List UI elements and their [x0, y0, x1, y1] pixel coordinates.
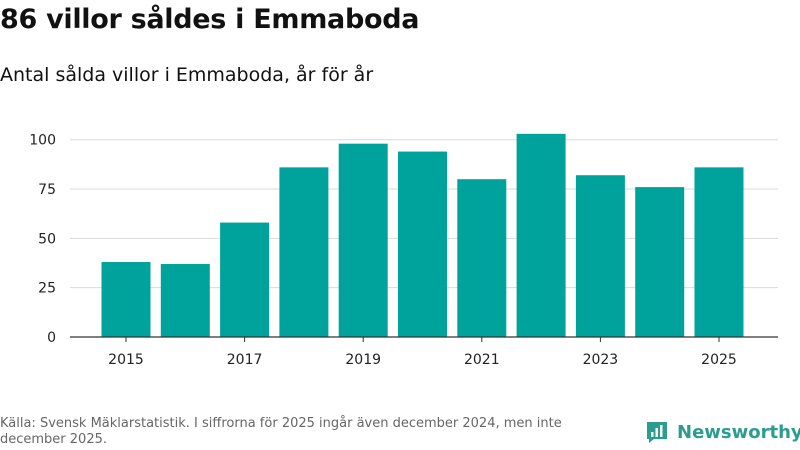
axes	[70, 336, 778, 342]
bar-2015	[101, 262, 151, 337]
source-note: Källa: Svensk Mäklarstatistik. I siffror…	[0, 416, 562, 447]
x-tick-label-2015: 2015	[108, 352, 144, 368]
x-tick-label-2017: 2017	[227, 352, 263, 368]
bar-2023	[575, 175, 625, 337]
tick-labels: 0 25 50 75 100 2015 2017 2019 2021 2023 2025	[29, 133, 737, 368]
chart-subtitle: Antal sålda villor i Emmaboda, år för år	[0, 64, 374, 86]
bar-chart-speech-bubble-icon	[647, 422, 667, 443]
bar-2019	[338, 143, 388, 337]
brand-name: Newsworthy	[677, 421, 800, 443]
y-tick-label-50: 50	[38, 231, 56, 247]
x-tick-label-2021: 2021	[464, 352, 500, 368]
x-tick-label-2019: 2019	[345, 352, 381, 368]
bar-2016	[160, 264, 210, 337]
bars	[101, 133, 744, 337]
bar-2022	[516, 133, 566, 337]
y-tick-label-100: 100	[29, 133, 56, 149]
bar-2021	[457, 179, 507, 337]
y-tick-label-25: 25	[38, 281, 56, 297]
y-tick-label-0: 0	[47, 330, 56, 346]
brand-logo: Newsworthy	[645, 420, 800, 444]
bar-2018	[279, 167, 329, 337]
bar-2024	[635, 187, 685, 337]
y-tick-label-75: 75	[38, 182, 56, 198]
bar-2020	[398, 151, 447, 337]
x-tick-label-2025: 2025	[701, 352, 737, 368]
x-tick-label-2023: 2023	[583, 352, 619, 368]
bar-2025	[694, 167, 744, 337]
bar-chart: 0 25 50 75 100 2015 2017 2019 2021 2023 2025	[29, 133, 778, 368]
bar-2017	[220, 222, 270, 337]
chart-title: 86 villor såldes i Emmaboda	[0, 4, 420, 35]
